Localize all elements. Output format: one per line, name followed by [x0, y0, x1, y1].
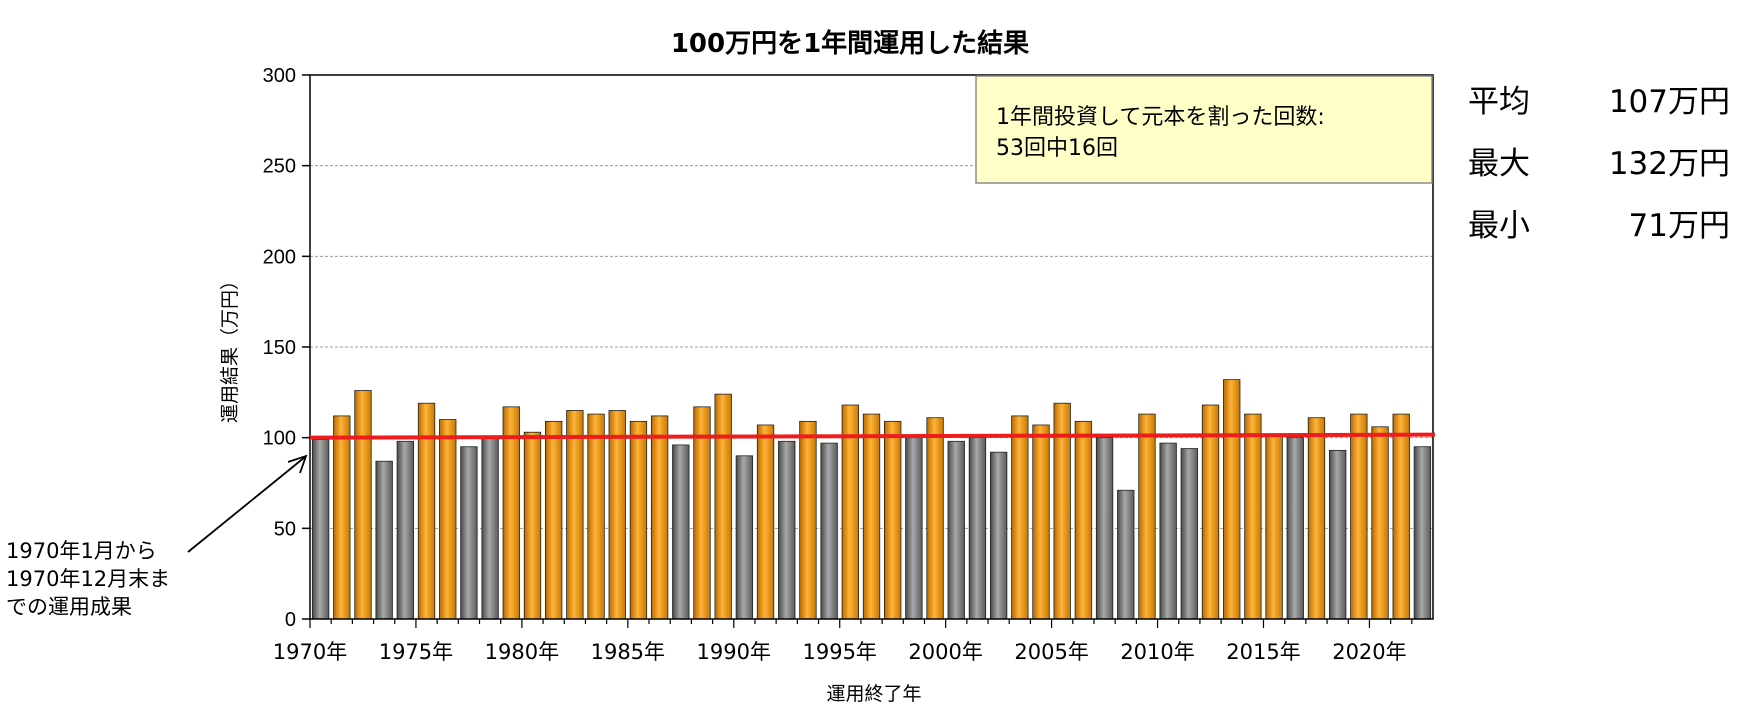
- stat-value: 107万円: [1609, 84, 1730, 120]
- bar-2003: [1011, 415, 1029, 620]
- bar-1970: [311, 439, 330, 620]
- bar-2011: [1180, 448, 1198, 620]
- annotation-line: 1970年12月末ま: [6, 567, 170, 591]
- bar-1977: [460, 446, 478, 620]
- bar-1993: [799, 420, 817, 620]
- note-box-background: [975, 75, 1433, 184]
- y-tick-label: 50: [274, 518, 296, 540]
- bar-1991: [756, 424, 775, 620]
- reference-line-100: [309, 432, 1436, 440]
- stat-value: 132万円: [1609, 146, 1730, 182]
- y-axis-ticks: 0 50 100 150 200 250 300: [263, 65, 310, 631]
- x-tick-label: 1985年: [591, 640, 665, 664]
- y-tick-label: 100: [263, 428, 296, 450]
- bar-1994: [820, 442, 838, 620]
- bar-1976: [439, 419, 457, 620]
- bar-1989: [714, 393, 732, 620]
- bar-2016: [1286, 437, 1304, 620]
- bar-2009: [1138, 413, 1156, 620]
- note-box: 1年間投資して元本を割った回数: 53回中16回: [975, 75, 1433, 184]
- bar-1982: [566, 410, 584, 620]
- stat-label: 平均: [1468, 84, 1530, 120]
- bar-2020: [1371, 426, 1389, 620]
- bar-2008: [1117, 489, 1135, 620]
- bar-2015: [1265, 433, 1283, 620]
- bar-2017: [1307, 417, 1326, 620]
- bar-1998: [905, 437, 923, 620]
- stat-label: 最大: [1468, 146, 1530, 182]
- y-tick-label: 150: [263, 337, 296, 359]
- note-line-2: 53回中16回: [996, 136, 1118, 161]
- x-tick-label: 2015年: [1226, 640, 1300, 664]
- bar-1978: [481, 437, 499, 620]
- bar-2010: [1159, 442, 1177, 620]
- annotation-arrow-line: [187, 456, 306, 553]
- bar-1987: [672, 444, 690, 620]
- x-tick-label: 2005年: [1014, 640, 1088, 664]
- chart-title: 100万円を1年間運用した結果: [671, 28, 1029, 59]
- y-axis-label: 運用結果（万円）: [219, 271, 241, 423]
- bar-2006: [1074, 420, 1093, 620]
- x-tick-label: 1970年: [273, 640, 347, 664]
- bar-1972: [354, 390, 372, 620]
- bar-2002: [989, 451, 1008, 620]
- bar-1988: [693, 406, 711, 620]
- x-tick-label: 2010年: [1120, 640, 1194, 664]
- bar-1999: [926, 417, 944, 620]
- bar-2004: [1032, 424, 1050, 620]
- bar-2022: [1413, 446, 1432, 620]
- x-axis-label: 運用終了年: [826, 683, 921, 705]
- annotation-line: 1970年1月から: [6, 539, 157, 563]
- x-tick-label: 1980年: [485, 640, 559, 664]
- bar-1985: [629, 420, 648, 620]
- y-tick-label: 200: [263, 246, 296, 268]
- bar-2013: [1223, 379, 1241, 620]
- bar-1997: [884, 420, 902, 620]
- bar-1992: [778, 440, 796, 620]
- bar-2000: [947, 440, 965, 620]
- bar-2021: [1392, 413, 1410, 620]
- bar-2014: [1244, 413, 1262, 620]
- bar-1990: [735, 455, 754, 620]
- x-tick-label: 1990年: [697, 640, 771, 664]
- bar-1986: [650, 415, 669, 620]
- bar-1984: [608, 410, 626, 620]
- bar-1996: [862, 413, 881, 620]
- stat-value: 71万円: [1629, 208, 1730, 244]
- bar-2007: [1095, 437, 1114, 620]
- bar-1973: [375, 460, 393, 620]
- annotation-arrowhead: [287, 454, 308, 474]
- bar-1974: [396, 440, 415, 620]
- bar-1980: [523, 431, 542, 620]
- bar-1971: [333, 415, 351, 620]
- note-line-1: 1年間投資して元本を割った回数:: [996, 105, 1325, 130]
- bar-1981: [545, 420, 563, 620]
- bar-2018: [1328, 449, 1347, 620]
- bar-2019: [1350, 413, 1368, 620]
- y-tick-label: 300: [263, 65, 296, 87]
- stat-label: 最小: [1468, 208, 1530, 244]
- y-tick-label: 250: [263, 156, 296, 178]
- x-tick-label: 1995年: [802, 640, 876, 664]
- bars: [311, 379, 1432, 620]
- y-tick-label: 0: [285, 609, 296, 631]
- x-tick-label: 1975年: [379, 640, 453, 664]
- x-axis-ticks: 1970年 1975年 1980年 1985年 1990年 1995年 2000年 2005年…: [273, 619, 1413, 664]
- bar-1983: [587, 413, 605, 620]
- x-tick-label: 2020年: [1332, 640, 1406, 664]
- x-tick-label: 2000年: [908, 640, 982, 664]
- bar-2001: [968, 437, 987, 620]
- annotation-line: での運用成果: [6, 595, 132, 619]
